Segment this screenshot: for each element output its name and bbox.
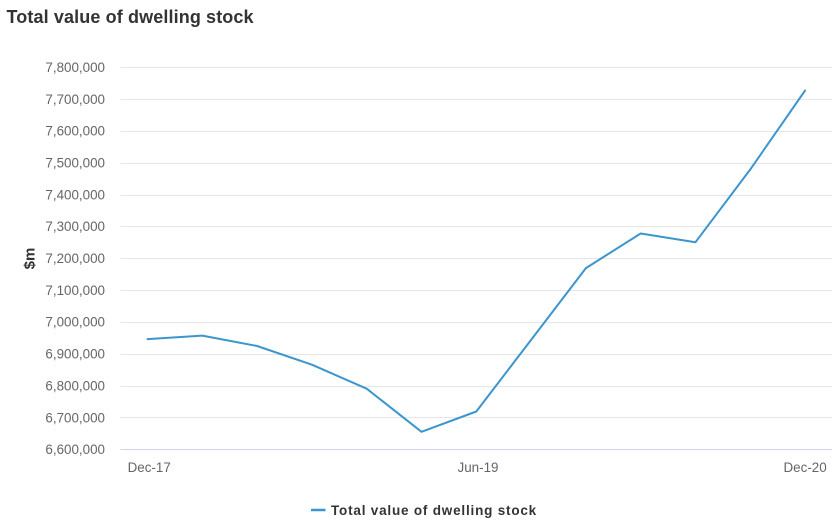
svg-text:7,800,000: 7,800,000 (45, 60, 105, 75)
svg-text:7,400,000: 7,400,000 (45, 187, 105, 202)
svg-text:Dec-20: Dec-20 (784, 460, 827, 475)
svg-text:Total value of dwelling stock: Total value of dwelling stock (331, 503, 537, 518)
svg-text:Total value of dwelling stock: Total value of dwelling stock (7, 7, 255, 27)
svg-text:Dec-17: Dec-17 (128, 460, 171, 475)
svg-text:7,600,000: 7,600,000 (45, 124, 105, 139)
svg-text:7,000,000: 7,000,000 (45, 315, 105, 330)
svg-text:7,300,000: 7,300,000 (45, 219, 105, 234)
svg-text:7,100,000: 7,100,000 (45, 283, 105, 298)
svg-text:6,900,000: 6,900,000 (45, 347, 105, 362)
svg-text:7,500,000: 7,500,000 (45, 156, 105, 171)
svg-text:6,700,000: 6,700,000 (45, 410, 105, 425)
svg-text:Jun-19: Jun-19 (458, 460, 499, 475)
svg-text:6,800,000: 6,800,000 (45, 378, 105, 393)
svg-text:7,200,000: 7,200,000 (45, 251, 105, 266)
svg-text:6,600,000: 6,600,000 (45, 442, 105, 457)
svg-text:7,700,000: 7,700,000 (45, 92, 105, 107)
svg-text:$m: $m (22, 248, 39, 270)
